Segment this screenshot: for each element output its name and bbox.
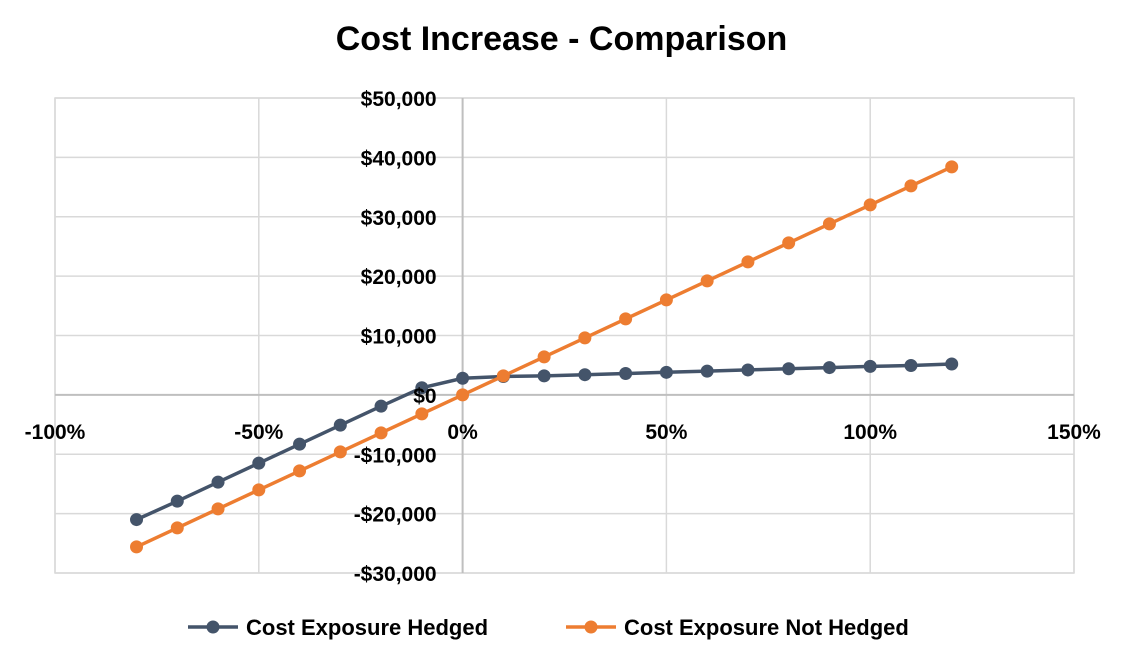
- data-point: [741, 363, 755, 377]
- y-tick-label: $30,000: [361, 207, 437, 230]
- data-point: [904, 358, 918, 372]
- data-point: [578, 368, 592, 382]
- data-point: [863, 198, 877, 212]
- data-point: [130, 513, 144, 527]
- x-tick-label: -100%: [25, 421, 86, 444]
- data-point: [415, 381, 429, 395]
- data-point: [456, 371, 470, 385]
- data-point: [945, 160, 959, 174]
- legend-item: Cost Exposure Not Hedged: [566, 615, 909, 640]
- legend-marker: [584, 620, 598, 634]
- data-point: [496, 369, 510, 383]
- data-point: [782, 362, 796, 376]
- data-point: [170, 494, 184, 508]
- legend-label: Cost Exposure Not Hedged: [624, 615, 909, 640]
- data-point: [741, 255, 755, 269]
- data-point: [619, 312, 633, 326]
- data-point: [537, 350, 551, 364]
- data-point: [374, 426, 388, 440]
- data-point: [537, 369, 551, 383]
- x-tick-label: 100%: [843, 421, 897, 444]
- legend-label: Cost Exposure Hedged: [246, 615, 488, 640]
- y-tick-label: $10,000: [361, 326, 437, 349]
- data-point: [293, 437, 307, 451]
- data-point: [374, 399, 388, 413]
- data-point: [170, 521, 184, 535]
- data-point: [782, 236, 796, 250]
- data-point: [252, 456, 266, 470]
- data-point: [211, 502, 225, 516]
- data-point: [578, 331, 592, 345]
- x-tick-label: -50%: [234, 421, 283, 444]
- data-point: [945, 357, 959, 371]
- data-point: [822, 217, 836, 231]
- data-point: [659, 365, 673, 379]
- data-point: [333, 418, 347, 432]
- data-point: [252, 483, 266, 497]
- y-tick-label: -$30,000: [354, 563, 437, 586]
- data-point: [700, 274, 714, 288]
- legend-marker: [206, 620, 220, 634]
- y-tick-label: $50,000: [361, 88, 437, 111]
- series-layer: [130, 160, 959, 554]
- series-not-hedged: [130, 160, 959, 554]
- data-point: [659, 293, 673, 307]
- x-tick-label: 50%: [645, 421, 687, 444]
- data-point: [619, 367, 633, 380]
- data-point: [415, 407, 429, 421]
- data-point: [211, 475, 225, 489]
- data-point: [456, 388, 470, 402]
- series-hedged: [130, 357, 959, 527]
- y-tick-label: -$10,000: [354, 444, 437, 467]
- legend: Cost Exposure Hedged Cost Exposure Not He…: [188, 615, 909, 640]
- data-point: [333, 445, 347, 459]
- grid-lines: [54, 97, 1075, 574]
- x-tick-label: 150%: [1047, 421, 1101, 444]
- data-point: [863, 359, 877, 373]
- axes: [55, 98, 1074, 573]
- x-tick-label: 0%: [447, 421, 478, 444]
- data-point: [130, 540, 144, 554]
- tick-labels: $50,000 $40,000 $30,000 $20,000 $10,000 $0 -$1…: [25, 88, 1102, 586]
- data-point: [293, 464, 307, 478]
- data-point: [700, 364, 714, 378]
- y-tick-label: $40,000: [361, 147, 437, 170]
- legend-item: Cost Exposure Hedged: [188, 615, 488, 640]
- data-point: [822, 361, 836, 375]
- y-tick-label: $20,000: [361, 266, 437, 289]
- y-tick-label: $0: [413, 385, 436, 408]
- y-tick-label: -$20,000: [354, 504, 437, 527]
- data-point: [904, 179, 918, 193]
- chart-title: Cost Increase - Comparison: [335, 20, 788, 58]
